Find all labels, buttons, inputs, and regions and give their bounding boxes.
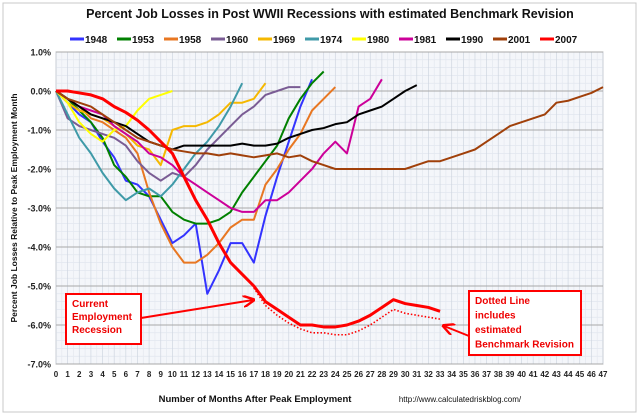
x-tick-label: 6 bbox=[124, 370, 129, 379]
x-tick-label: 9 bbox=[159, 370, 164, 379]
annotation-dotted-text: estimated bbox=[475, 325, 522, 336]
legend-label-1990: 1990 bbox=[461, 35, 484, 46]
x-tick-label: 3 bbox=[89, 370, 94, 379]
revision-dotted-line bbox=[253, 287, 441, 336]
legend-label-1948: 1948 bbox=[85, 35, 108, 46]
x-tick-label: 32 bbox=[424, 370, 433, 379]
annotation-dotted-text: Dotted Line bbox=[475, 296, 530, 307]
x-tick-label: 25 bbox=[343, 370, 352, 379]
x-tick-label: 44 bbox=[564, 370, 573, 379]
series-line-1981 bbox=[55, 78, 383, 213]
series-line-1980 bbox=[55, 90, 173, 143]
x-tick-label: 17 bbox=[249, 370, 258, 379]
x-tick-label: 8 bbox=[147, 370, 152, 379]
x-tick-label: 2 bbox=[77, 370, 82, 379]
x-tick-label: 7 bbox=[135, 370, 140, 379]
legend-label-1969: 1969 bbox=[273, 35, 296, 46]
x-tick-label: 1 bbox=[65, 370, 70, 379]
annotation-arrow-dotted bbox=[444, 326, 470, 337]
y-tick-label: -3.0% bbox=[27, 204, 51, 214]
annotation-box-dotted bbox=[468, 290, 582, 356]
x-tick-label: 0 bbox=[54, 370, 59, 379]
x-tick-label: 39 bbox=[505, 370, 514, 379]
legend-label-1974: 1974 bbox=[320, 35, 343, 46]
series-line-1958 bbox=[55, 86, 337, 264]
x-tick-label: 33 bbox=[436, 370, 445, 379]
y-tick-label: -7.0% bbox=[27, 360, 51, 370]
x-tick-label: 4 bbox=[100, 370, 105, 379]
x-tick-label: 14 bbox=[214, 370, 223, 379]
y-tick-label: -6.0% bbox=[27, 321, 51, 331]
legend-label-1960: 1960 bbox=[226, 35, 249, 46]
y-tick-label: 0.0% bbox=[30, 87, 51, 97]
x-tick-label: 46 bbox=[587, 370, 596, 379]
series-line-1953 bbox=[55, 70, 325, 225]
y-tick-label: 1.0% bbox=[30, 48, 51, 58]
x-tick-label: 22 bbox=[308, 370, 317, 379]
x-tick-label: 40 bbox=[517, 370, 526, 379]
x-tick-label: 43 bbox=[552, 370, 561, 379]
x-tick-label: 41 bbox=[529, 370, 538, 379]
annotation-current-text: Recession bbox=[72, 325, 122, 336]
x-tick-label: 26 bbox=[354, 370, 363, 379]
chart-title: Percent Job Losses in Post WWII Recessio… bbox=[86, 7, 574, 21]
x-tick-label: 31 bbox=[412, 370, 421, 379]
x-tick-label: 28 bbox=[377, 370, 386, 379]
x-tick-label: 21 bbox=[296, 370, 305, 379]
annotation-current-text: Employment bbox=[72, 312, 133, 323]
series-line-1974 bbox=[55, 82, 244, 202]
series-line-2007 bbox=[56, 89, 441, 329]
x-tick-label: 20 bbox=[284, 370, 293, 379]
x-tick-label: 10 bbox=[168, 370, 177, 379]
legend-label-2001: 2001 bbox=[508, 35, 531, 46]
y-tick-label: -4.0% bbox=[27, 243, 51, 253]
x-tick-label: 23 bbox=[319, 370, 328, 379]
annotation-arrow-current bbox=[140, 300, 253, 319]
x-tick-label: 34 bbox=[447, 370, 456, 379]
x-tick-label: 45 bbox=[575, 370, 584, 379]
annotation-dotted-text: includes bbox=[475, 311, 516, 322]
series-line-2001 bbox=[55, 86, 604, 170]
x-tick-label: 36 bbox=[471, 370, 480, 379]
x-tick-label: 24 bbox=[331, 370, 340, 379]
series-line-1960 bbox=[55, 86, 301, 182]
series-line-1948 bbox=[55, 78, 313, 295]
x-tick-label: 15 bbox=[226, 370, 235, 379]
x-tick-label: 5 bbox=[112, 370, 117, 379]
x-tick-label: 35 bbox=[459, 370, 468, 379]
y-axis-label: Percent Job Losses Relative to Peak Empl… bbox=[9, 93, 19, 322]
x-tick-label: 16 bbox=[238, 370, 247, 379]
annotation-dotted-text: Benchmark Revision bbox=[475, 340, 574, 351]
x-tick-label: 42 bbox=[540, 370, 549, 379]
x-tick-label: 27 bbox=[366, 370, 375, 379]
y-tick-label: -5.0% bbox=[27, 282, 51, 292]
y-tick-label: -2.0% bbox=[27, 165, 51, 175]
x-tick-label: 13 bbox=[203, 370, 212, 379]
annotation-current-text: Current bbox=[72, 299, 109, 310]
x-tick-label: 18 bbox=[261, 370, 270, 379]
annotation-box-current bbox=[65, 293, 142, 345]
x-tick-label: 30 bbox=[401, 370, 410, 379]
x-tick-label: 19 bbox=[273, 370, 282, 379]
x-tick-label: 38 bbox=[494, 370, 503, 379]
x-tick-label: 11 bbox=[180, 370, 189, 379]
legend-label-2007: 2007 bbox=[555, 35, 578, 46]
x-tick-label: 47 bbox=[599, 370, 608, 379]
y-tick-label: -1.0% bbox=[27, 126, 51, 136]
x-axis-label: Number of Months After Peak Employment bbox=[159, 394, 353, 405]
source-url: http://www.calculatedriskblog.com/ bbox=[399, 395, 522, 404]
legend-label-1981: 1981 bbox=[414, 35, 437, 46]
x-tick-label: 12 bbox=[191, 370, 200, 379]
x-tick-label: 29 bbox=[389, 370, 398, 379]
legend-label-1958: 1958 bbox=[179, 35, 202, 46]
x-tick-label: 37 bbox=[482, 370, 491, 379]
legend-label-1953: 1953 bbox=[132, 35, 155, 46]
legend-label-1980: 1980 bbox=[367, 35, 390, 46]
